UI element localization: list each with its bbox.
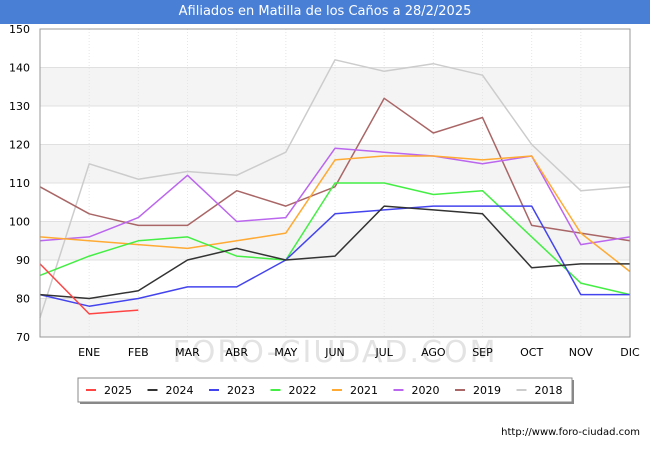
y-tick-label: 120 <box>9 139 30 152</box>
series-line-2023 <box>39 205 630 307</box>
y-tick-label: 90 <box>16 254 30 267</box>
x-tick-label: MAR <box>175 346 200 359</box>
plot-frame <box>39 28 631 338</box>
legend-label-2021: 2021 <box>350 384 378 397</box>
y-axis: 70 80 90 100 110 120 130 140 150 <box>9 23 30 344</box>
source-credit: http://www.foro-ciudad.com <box>501 427 640 438</box>
legend-label-2024: 2024 <box>166 384 194 397</box>
legend: 2025 2024 2023 2022 2021 2020 2019 2018 <box>77 377 574 404</box>
x-tick-label: AGO <box>421 346 446 359</box>
x-tick-label: DIC <box>620 346 640 359</box>
x-tick-label: SEP <box>472 346 493 359</box>
legend-label-2023: 2023 <box>227 384 255 397</box>
series-line-2022 <box>39 182 631 296</box>
y-tick-label: 100 <box>9 216 30 229</box>
x-tick-label: MAY <box>274 346 297 359</box>
x-tick-label: NOV <box>569 346 594 359</box>
x-tick-label: OCT <box>520 346 543 359</box>
series-line-2024 <box>39 205 630 300</box>
y-tick-label: 110 <box>9 177 30 190</box>
series-line-2018 <box>39 59 631 319</box>
legend-box <box>77 377 573 403</box>
x-tick-label: FEB <box>128 346 149 359</box>
legend-label-2019: 2019 <box>473 384 501 397</box>
grid-lines <box>40 28 630 338</box>
x-axis: ENE FEB MAR ABR MAY JUN JUL AGO SEP OCT NOV DIC <box>78 346 640 359</box>
y-tick-label: 130 <box>9 100 30 113</box>
y-tick-label: 80 <box>16 293 30 306</box>
y-tick-label: 150 <box>9 23 30 36</box>
legend-label-2020: 2020 <box>412 384 440 397</box>
watermark: FORO-CIUDAD.COM <box>173 335 498 370</box>
series-line-2019 <box>39 97 631 242</box>
legend-label-2022: 2022 <box>289 384 317 397</box>
series-line-2021 <box>39 155 631 273</box>
plot-band <box>40 144 630 183</box>
plot-band <box>40 29 630 68</box>
series-lines <box>39 59 631 319</box>
x-tick-label: JUN <box>324 346 345 359</box>
y-tick-label: 70 <box>16 331 30 344</box>
x-tick-label: JUL <box>374 346 393 359</box>
legend-label-2025: 2025 <box>104 384 132 397</box>
legend-label-2018: 2018 <box>535 384 563 397</box>
series-line-2025 <box>39 263 139 315</box>
chart-title: Afiliados en Matilla de los Caños a 28/2… <box>0 0 650 24</box>
x-tick-label: ENE <box>78 346 100 359</box>
x-tick-label: ABR <box>225 346 248 359</box>
y-tick-label: 140 <box>9 62 30 75</box>
